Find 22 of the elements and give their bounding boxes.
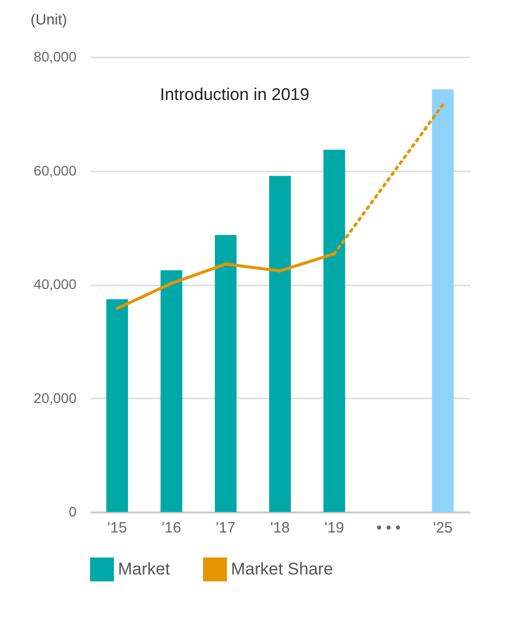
y-axis-title: (Unit)	[30, 12, 68, 28]
x-tick-label: • • •	[376, 520, 401, 536]
x-tick-label: '16	[162, 520, 182, 536]
legend-label: Market	[118, 559, 170, 578]
x-tick-label: '18	[270, 520, 290, 536]
y-tick-label: 80,000	[34, 48, 77, 64]
annotation: Introduction in 2019	[160, 85, 310, 104]
y-tick-label: 0	[68, 504, 77, 520]
legend-label: Market Share	[231, 559, 334, 578]
y-tick-label: 60,000	[34, 162, 77, 178]
bar	[106, 299, 128, 512]
x-tick-label: '15	[107, 520, 127, 536]
y-tick-label: 20,000	[34, 390, 77, 406]
x-tick-label: '17	[216, 520, 236, 536]
bar	[160, 270, 182, 512]
x-tick-label: '19	[324, 520, 344, 536]
bar	[214, 235, 237, 512]
bar	[323, 150, 346, 512]
x-tick-label: '25	[433, 520, 453, 536]
bar	[269, 176, 291, 512]
bar	[432, 89, 454, 512]
y-tick-label: 40,000	[34, 276, 77, 292]
